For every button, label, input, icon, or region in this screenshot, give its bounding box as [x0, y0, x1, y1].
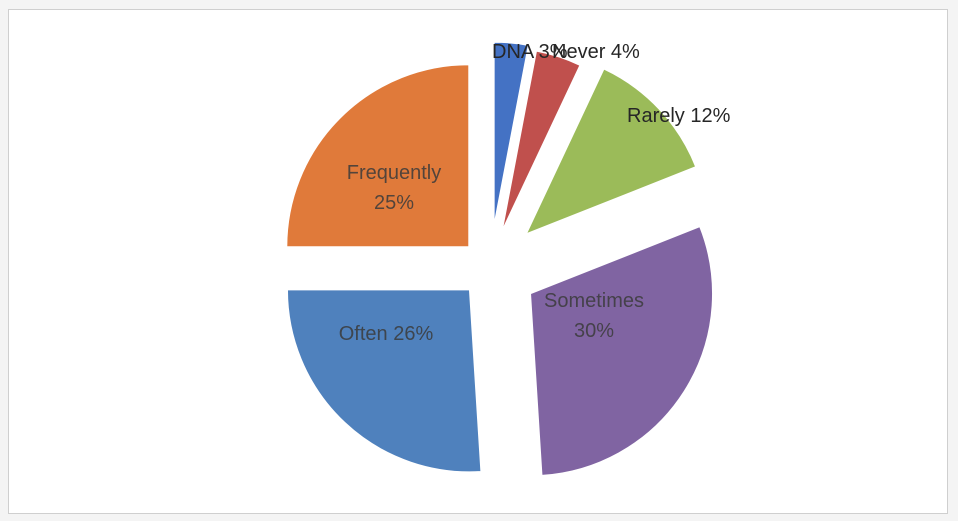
pie-labels: DNA 3%Never 4% Rarely 12% Sometimes 30% Ofte… — [339, 41, 731, 345]
pie-slice-dna — [493, 41, 529, 225]
pie-label-frequently-line-1: Frequently — [347, 162, 442, 184]
pie-label-sometimes-line-2: 30% — [574, 320, 614, 342]
pie-slice-frequently — [286, 64, 470, 248]
pie-slices — [286, 41, 714, 476]
pie-label-sometimes-line-1: Sometimes — [544, 290, 644, 312]
pie-label-never: Never 4% — [552, 41, 640, 63]
pie-slice-rarely — [525, 68, 697, 235]
pie-label-rarely: Rarely 12% — [627, 105, 731, 127]
pie-label-often: Often 26% — [339, 323, 434, 345]
pie-label-dna: DNA 3% — [492, 41, 568, 63]
pie-label-frequently-line-2: 25% — [374, 192, 414, 214]
pie-slice-often — [286, 289, 482, 473]
pie-slice-never — [501, 50, 581, 231]
pie-slice-sometimes — [530, 226, 714, 476]
